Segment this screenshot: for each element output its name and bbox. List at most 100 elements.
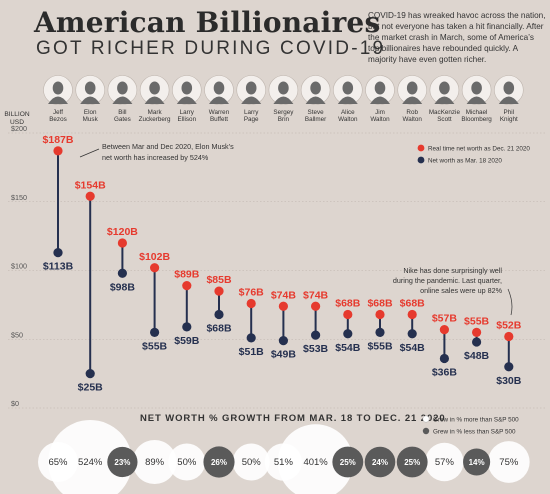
portrait-icon [397,75,428,105]
portrait-shoulders-icon [241,96,262,104]
mar-value-label: $36B [432,367,458,379]
mar-point [375,327,385,337]
growth-bubble [168,443,206,481]
portrait-head-icon [342,81,354,95]
growth-bubble [264,443,303,481]
growth-legend-high-label: Grew in % more than S&P 500 [433,417,519,424]
dec-value-label: $187B [43,134,74,146]
mar-point [246,333,256,343]
person-name: Phil Knight [500,109,518,123]
portrait-icon [268,75,299,105]
person-name-part: Page [244,116,259,123]
portrait-shoulders-icon [434,96,455,104]
portrait-shoulders-icon [466,96,487,104]
dec-point [311,301,321,311]
dec-point [504,331,514,342]
dec-value-label: $89B [174,269,200,281]
mar-point [407,329,417,339]
dec-value-label: $85B [206,274,232,286]
person-name-part: Alice [341,109,355,116]
dec-value-label: $52B [496,320,522,332]
dec-value-label: $74B [303,289,329,301]
growth-label: 89% [145,457,165,468]
person-name: Bill Gates [114,109,131,123]
person-name-part: Zuckerberg [139,116,171,123]
dec-point [375,309,385,320]
portrait-shoulders-icon [112,96,133,104]
y-tick-label: $100 [11,262,27,271]
page-subtitle: GOT RICHER DURING COVID-19 [36,38,386,59]
portrait-head-icon [471,81,482,95]
person-name-part: Steve [308,109,325,116]
growth-label: 50% [242,457,262,468]
portrait-shoulders-icon [305,96,326,104]
portrait-shoulders-icon [402,96,423,104]
portrait-head-icon [213,81,225,95]
person-name-part: Phil [504,109,515,116]
legend-dec-label: Real time net worth as Dec. 21 2020 [428,146,530,153]
portrait-head-icon [84,81,96,95]
dec-point [53,146,63,156]
person-name: Sergey Brin [273,109,294,123]
portrait-icon [107,75,138,105]
person-name-part: Walton [403,116,423,123]
growth-bubble [332,446,364,478]
growth-label: 75% [499,457,519,468]
person-name: Steve Ballmer [305,109,326,123]
person-name-part: Ellison [178,116,197,123]
person-name: Larry Ellison [178,109,197,123]
person-name-part: Rob [406,109,418,116]
y-tick-label: $0 [11,399,19,408]
person-name-part: Warren [209,109,230,116]
growth-label: 25% [404,458,420,467]
portrait-icon [461,75,492,105]
person-name-part: Larry [180,109,195,116]
portrait-icon [43,75,73,105]
dec-point [278,301,288,311]
growth-label: 14% [469,458,485,467]
person-name: Jeff Bezos [49,109,67,123]
dec-point [214,286,224,296]
y-tick-label: $200 [11,124,27,133]
portrait-icon [139,75,170,105]
person-name: Michael Bloomberg [461,109,492,123]
dec-value-label: $68B [367,298,393,310]
mar-value-label: $113B [43,261,74,273]
nike-annotation: during the pandemic. Last quarter, [393,276,502,285]
portrait-head-icon [245,81,257,95]
portrait-icon [236,75,266,105]
growth-label: 24% [372,458,388,467]
growth-label: 23% [114,458,130,467]
dec-point [150,263,160,273]
growth-label: 25% [340,458,356,467]
mar-point [85,369,95,379]
y-tick-label: $150 [11,193,27,202]
person-name-part: Larry [244,109,259,116]
person-name-part: Brin [278,116,290,123]
mar-point [472,337,482,347]
musk-annotation: net worth has increased by 524% [102,153,209,162]
growth-legend-low-marker [422,427,430,435]
dec-point [85,191,95,201]
mar-value-label: $54B [335,342,361,354]
nike-annotation-arrow [507,288,513,316]
dec-value-label: $120B [107,226,138,238]
portrait-icon [429,75,460,105]
dec-value-label: $74B [271,289,297,301]
person-name: Warren Buffett [209,109,230,123]
dec-value-label: $76B [239,287,265,299]
mar-point [117,268,127,278]
growth-bubble [277,424,354,494]
growth-title: NET WORTH % GROWTH FROM MAR. 18 TO DEC. … [140,413,446,424]
y-axis-unit: BILLION USD [4,111,30,127]
growth-label: 26% [211,458,227,467]
mar-point [150,327,160,337]
person-name-part: Scott [437,116,452,123]
nike-annotation: online sales were up 82% [420,286,503,295]
person-name-part: Bezos [49,116,67,123]
dec-point [439,325,449,335]
person-name-part: Knight [500,116,518,123]
portrait-shoulders-icon [48,96,68,104]
person-name-part: Buffett [210,116,228,123]
